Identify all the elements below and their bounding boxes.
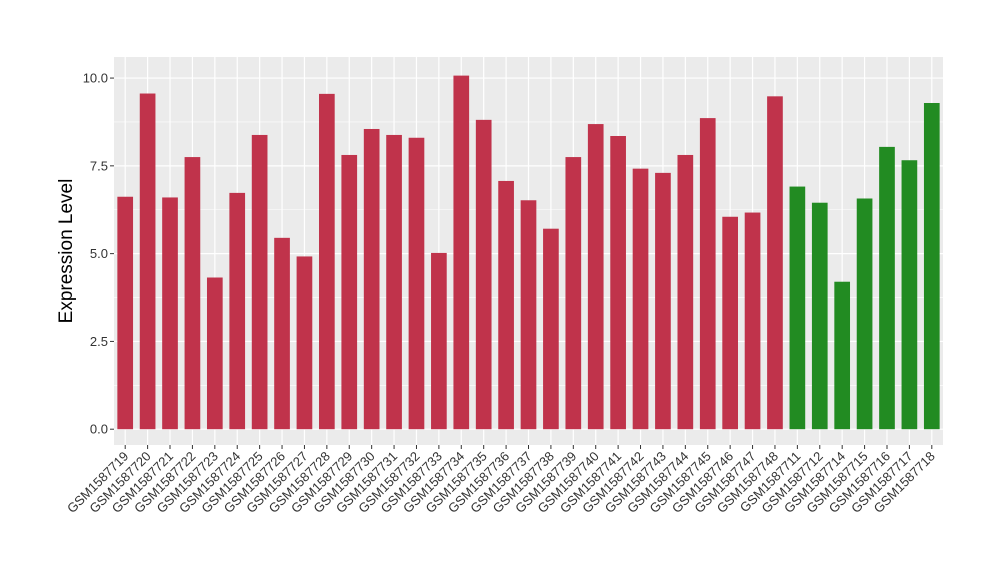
bar	[363, 128, 380, 430]
bar	[229, 192, 246, 430]
bar	[117, 196, 134, 430]
bar	[498, 180, 514, 430]
bar	[699, 118, 716, 430]
bar	[655, 172, 671, 430]
bar	[543, 228, 559, 430]
y-axis-ticks: 0.0 2.5 5.0 7.5 10.0	[83, 71, 114, 437]
bar	[834, 281, 851, 430]
bar	[587, 124, 604, 430]
bar	[767, 96, 783, 430]
y-tick-label: 2.5	[90, 334, 108, 349]
bar	[923, 102, 940, 430]
bar	[139, 93, 156, 430]
bar	[520, 200, 537, 430]
bar	[251, 134, 268, 430]
y-tick-label: 5.0	[90, 246, 108, 261]
bar	[408, 137, 425, 430]
bar	[744, 212, 761, 430]
y-tick-label: 0.0	[90, 422, 108, 437]
bar	[565, 157, 582, 430]
y-axis-title: Expression Level	[56, 179, 77, 324]
bar	[274, 237, 290, 430]
bar	[811, 202, 828, 430]
bar	[431, 252, 447, 430]
y-tick-label: 7.5	[90, 158, 108, 173]
bar	[386, 134, 402, 430]
bar	[453, 75, 470, 430]
bar	[677, 154, 694, 430]
bar	[856, 198, 873, 430]
x-axis-ticks: GSM1587719GSM1587720GSM1587721GSM1587722…	[64, 445, 938, 516]
bar	[632, 168, 649, 430]
y-tick-label: 10.0	[83, 71, 108, 86]
bar	[475, 119, 492, 430]
bar	[162, 197, 178, 430]
bar	[789, 186, 806, 430]
bar	[206, 277, 223, 430]
bar	[296, 256, 313, 430]
bar	[184, 157, 201, 430]
bars	[117, 75, 940, 430]
bar	[901, 160, 918, 430]
bar	[341, 154, 358, 430]
bar	[319, 93, 335, 430]
bar	[610, 136, 626, 430]
bar	[722, 216, 738, 430]
bar	[879, 146, 895, 430]
